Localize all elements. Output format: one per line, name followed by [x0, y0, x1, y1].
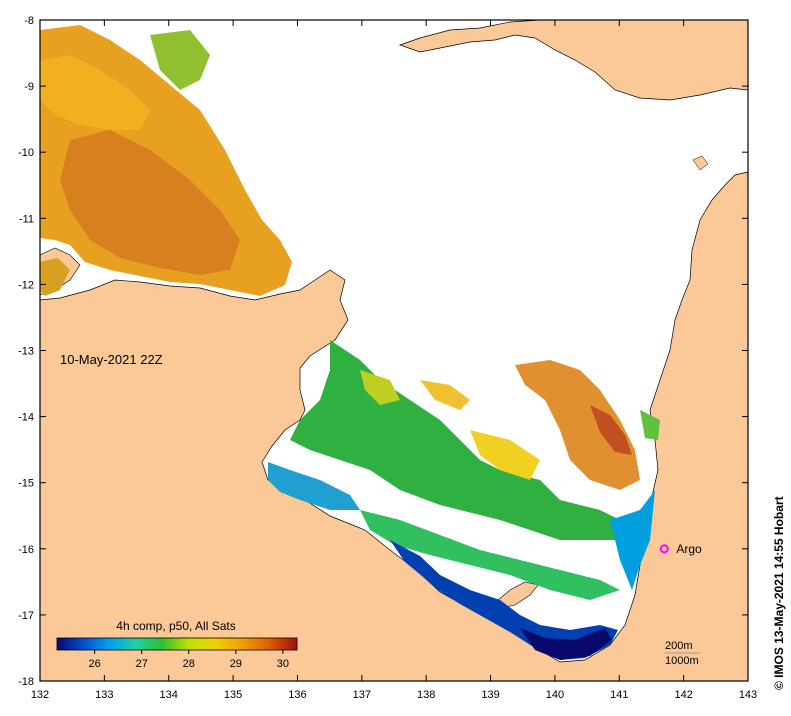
lon-tick-label: 135 — [224, 689, 242, 701]
colorbar-gradient — [56, 637, 298, 651]
lon-tick-label: 142 — [674, 689, 692, 701]
lon-tick-label: 134 — [160, 689, 178, 701]
lat-tick-label: -14 — [18, 412, 34, 424]
lat-tick-label: -16 — [18, 544, 34, 556]
date-label: 10-May-2021 22Z — [60, 352, 163, 367]
lon-tick-label: 143 — [739, 689, 757, 701]
colorbar-tick-label: 30 — [277, 658, 289, 670]
imos-credit: © IMOS 13-May-2021 14:55 Hobart — [772, 496, 786, 690]
argo-marker: Argo — [659, 542, 702, 556]
lat-tick-label: -17 — [18, 610, 34, 622]
lon-tick-label: 139 — [481, 689, 499, 701]
lon-tick-label: 138 — [417, 689, 435, 701]
depth-label-200m: 200m — [665, 640, 693, 652]
colorbar-tick-label: 28 — [183, 658, 195, 670]
lon-tick-label: 136 — [288, 689, 306, 701]
lat-tick-label: -11 — [19, 213, 34, 225]
argo-marker-dot — [659, 544, 669, 554]
depth-contour-legend: 200m 1000m — [665, 640, 700, 667]
lon-tick-label: 140 — [546, 689, 564, 701]
lat-tick-label: -15 — [18, 478, 34, 490]
lon-tick-label: 132 — [31, 689, 49, 701]
longitude-axis: 132 133 134 135 136 137 138 139 140 141 142 143 — [31, 20, 757, 701]
argo-marker-label: Argo — [676, 542, 702, 556]
colorbar-tick-label: 26 — [89, 658, 101, 670]
colorbar-tick-label: 29 — [230, 658, 242, 670]
depth-label-1000m: 1000m — [665, 655, 699, 667]
land-north — [398, 19, 749, 101]
lat-tick-label: -13 — [18, 346, 34, 358]
colorbar-tick-label: 27 — [136, 658, 148, 670]
sst-data — [40, 25, 660, 660]
latitude-axis: -8 -9 -10 -11 -12 -13 -14 -15 -16 -17 -18 — [18, 15, 748, 688]
lon-tick-label: 133 — [95, 689, 113, 701]
colorbar-title: 4h comp, p50, All Sats — [116, 619, 235, 633]
lat-tick-label: -9 — [24, 81, 34, 93]
lat-tick-label: -10 — [18, 147, 34, 159]
lat-tick-label: -12 — [18, 279, 34, 291]
lat-tick-label: -8 — [24, 15, 34, 27]
colorbar: 4h comp, p50, All Sats 26 27 28 29 30 — [56, 619, 298, 670]
lat-tick-label: -18 — [18, 676, 34, 688]
land-islet — [692, 155, 709, 171]
lon-tick-label: 137 — [353, 689, 371, 701]
lon-tick-label: 141 — [610, 689, 628, 701]
